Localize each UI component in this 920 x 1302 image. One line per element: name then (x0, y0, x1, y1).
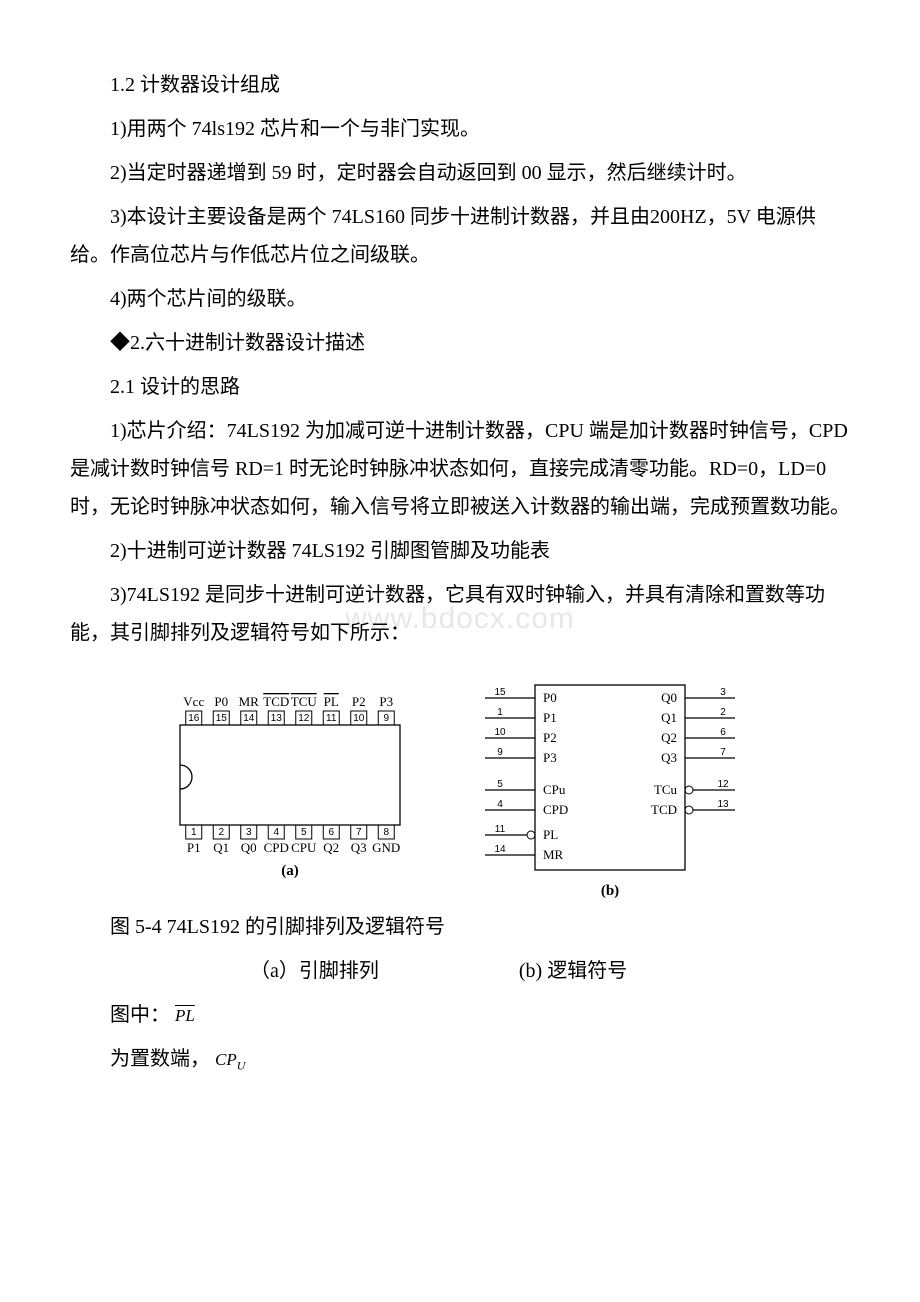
svg-text:6: 6 (328, 827, 334, 838)
svg-text:TCD: TCD (651, 802, 677, 817)
svg-text:P0: P0 (214, 694, 228, 709)
svg-text:6: 6 (720, 727, 726, 738)
svg-text:4: 4 (497, 799, 503, 810)
svg-text:2: 2 (720, 707, 726, 718)
para-item-1: 1)用两个 74ls192 芯片和一个与非门实现。 (70, 110, 850, 148)
svg-text:1: 1 (191, 827, 197, 838)
para-pin-desc: 3)74LS192 是同步十进制可逆计数器，它具有双时钟输入，并具有清除和置数等… (70, 576, 850, 652)
svg-text:P3: P3 (543, 750, 557, 765)
svg-text:3: 3 (246, 827, 252, 838)
svg-text:15: 15 (494, 687, 506, 698)
svg-text:4: 4 (273, 827, 279, 838)
svg-text:9: 9 (383, 713, 389, 724)
svg-text:10: 10 (353, 713, 365, 724)
svg-text:P2: P2 (543, 730, 557, 745)
svg-text:(a): (a) (281, 863, 299, 879)
svg-text:5: 5 (301, 827, 307, 838)
svg-text:12: 12 (298, 713, 310, 724)
svg-text:P3: P3 (379, 694, 393, 709)
svg-text:Q2: Q2 (661, 730, 677, 745)
svg-text:1: 1 (497, 707, 503, 718)
svg-text:10: 10 (494, 727, 506, 738)
svg-text:Vcc: Vcc (183, 694, 204, 709)
figure-caption: 图 5-4 74LS192 的引脚排列及逻辑符号 (70, 908, 850, 946)
svg-text:Q0: Q0 (241, 840, 257, 855)
svg-text:2: 2 (218, 827, 224, 838)
para-item-4: 4)两个芯片间的级联。 (70, 280, 850, 318)
svg-text:PL: PL (543, 827, 558, 842)
para-chip-intro: 1)芯片介绍：74LS192 为加减可逆十进制计数器，CPU 端是加计数器时钟信… (70, 412, 850, 526)
para-cpu-line: 为置数端， CPU CPU (70, 1040, 850, 1078)
subcaption-b: (b) 逻辑符号 (519, 952, 627, 990)
svg-text:MR: MR (239, 694, 260, 709)
svg-text:Q3: Q3 (351, 840, 367, 855)
svg-text:P0: P0 (543, 690, 557, 705)
svg-text:15: 15 (216, 713, 228, 724)
svg-text:7: 7 (356, 827, 362, 838)
svg-text:12: 12 (717, 779, 729, 790)
cpu-symbol: CPU CPU (215, 1050, 245, 1069)
svg-text:13: 13 (717, 799, 729, 810)
figure-subcaptions: （a）引脚排列 (b) 逻辑符号 (70, 952, 850, 990)
para-pl-line: 图中： PL (70, 996, 850, 1034)
para-item-2: 2)当定时器递增到 59 时，定时器会自动返回到 00 显示，然后继续计时。 (70, 154, 850, 192)
svg-text:MR: MR (543, 847, 564, 862)
svg-text:11: 11 (495, 824, 506, 835)
svg-text:TCU: TCU (291, 694, 318, 709)
svg-text:9: 9 (497, 747, 503, 758)
svg-text:CPu: CPu (543, 782, 566, 797)
svg-text:P1: P1 (543, 710, 557, 725)
para-pin-table: 2)十进制可逆计数器 74LS192 引脚图管脚及功能表 (70, 532, 850, 570)
para-sec-2: ◆2.六十进制计数器设计描述 (70, 324, 850, 362)
svg-text:CPU: CPU (291, 840, 317, 855)
svg-text:Q2: Q2 (323, 840, 339, 855)
svg-text:3: 3 (720, 687, 726, 698)
para-2-1-title: 2.1 设计的思路 (70, 368, 850, 406)
svg-text:P2: P2 (352, 694, 366, 709)
svg-text:Q3: Q3 (661, 750, 677, 765)
pl-symbol: PL (175, 1006, 195, 1025)
cpu-prefix: 为置数端， (110, 1048, 210, 1070)
subcaption-a: （a）引脚排列 (250, 952, 379, 990)
svg-text:CPD: CPD (543, 802, 568, 817)
pl-prefix: 图中： (110, 1004, 170, 1026)
svg-text:P1: P1 (187, 840, 201, 855)
svg-text:16: 16 (188, 713, 200, 724)
figure-5-4: 16Vcc1P115P02Q114MR3Q013TCD4CPD12TCU5CPU… (70, 670, 850, 900)
svg-text:Q1: Q1 (213, 840, 229, 855)
para-1-2-title: 1.2 计数器设计组成 (70, 66, 850, 104)
svg-text:13: 13 (271, 713, 283, 724)
svg-text:(b): (b) (601, 883, 619, 899)
svg-text:11: 11 (326, 713, 337, 724)
svg-text:GND: GND (372, 840, 400, 855)
svg-text:8: 8 (383, 827, 389, 838)
svg-text:CPD: CPD (264, 840, 289, 855)
svg-text:14: 14 (243, 713, 255, 724)
svg-text:PL: PL (324, 694, 339, 709)
svg-text:TCD: TCD (263, 694, 289, 709)
svg-text:Q1: Q1 (661, 710, 677, 725)
svg-text:7: 7 (720, 747, 726, 758)
svg-text:14: 14 (494, 844, 506, 855)
svg-text:TCu: TCu (654, 782, 678, 797)
svg-text:5: 5 (497, 779, 503, 790)
para-item-3: 3)本设计主要设备是两个 74LS160 同步十进制计数器，并且由200HZ，5… (70, 198, 850, 274)
svg-text:Q0: Q0 (661, 690, 677, 705)
fig-a-pin-layout: 16 Vcc 1 P1 15 P0 2 Q1 14 MR 3 Q0 13 TCD 4 CPD 12 TCU 5 CPU… (160, 670, 420, 880)
fig-b-logic-symbol: 15 1 10 9 5 4 11 14 P0 P1 P2 P3 CPu CPD PL MR Q0 Q1 Q2 Q3 TC… (460, 670, 760, 900)
